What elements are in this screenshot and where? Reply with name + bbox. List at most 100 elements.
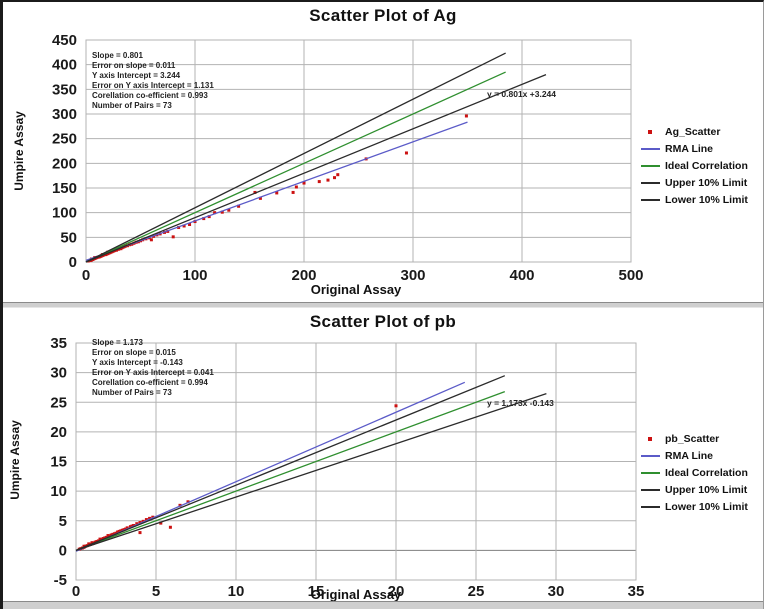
stats-line: Y axis Intercept = -0.143 [92, 358, 183, 367]
x-tick-label: 400 [509, 267, 534, 284]
legend-dot-marker [648, 129, 652, 134]
scatter-point [159, 521, 163, 525]
legend-line-marker [641, 454, 660, 457]
legend-line-marker [641, 181, 660, 184]
scatter-point [404, 151, 408, 155]
scatter-point [213, 211, 217, 215]
x-tick-label: 25 [468, 583, 485, 600]
stats-line: Y axis Intercept = 3.244 [92, 71, 181, 80]
x-tick-label: 5 [152, 583, 160, 600]
y-tick-label: 35 [50, 335, 67, 352]
y-tick-label: 450 [52, 32, 77, 49]
legend-entry: Ideal Correlation [641, 464, 763, 481]
legend-label: Ideal Correlation [665, 466, 748, 479]
legend-label: Ideal Correlation [665, 159, 748, 172]
scatter-point [182, 224, 186, 228]
x-tick-label: 20 [388, 583, 405, 600]
scatter-point [116, 530, 120, 534]
y-tick-label: 200 [52, 155, 77, 172]
y-tick-label: 5 [59, 513, 67, 530]
stats-line: Corellation co-efficient = 0.993 [92, 91, 208, 100]
y-axis-title-pb: Umpire Assay [8, 420, 22, 500]
scatter-point [119, 529, 123, 533]
x-axis-title-ag: Original Assay [310, 282, 402, 297]
stats-line: Error on slope = 0.015 [92, 348, 176, 357]
scatter-point [87, 542, 91, 546]
legend-label: Lower 10% Limit [665, 500, 748, 513]
y-tick-label: -5 [54, 572, 67, 589]
y-tick-label: 30 [50, 365, 67, 382]
y-tick-label: 300 [52, 106, 77, 123]
x-tick-label: 10 [228, 583, 245, 600]
scatter-point [317, 180, 321, 184]
plot-border [85, 39, 632, 263]
scatter-point [207, 215, 211, 219]
legend-dot-marker [648, 436, 652, 441]
scatter-point [253, 190, 257, 194]
legend-label: Upper 10% Limit [665, 483, 748, 496]
stats-line: Error on Y axis Intercept = 0.041 [92, 368, 214, 377]
legend-line-marker [641, 198, 660, 201]
series-line-ideal-correlation [85, 71, 506, 263]
legend-entry: Ideal Correlation [641, 157, 763, 174]
scatter-point [326, 178, 330, 182]
scatter-point [202, 217, 206, 221]
stats-box-pb: Slope = 1.173 Error on slope = 0.015 Y axi… [92, 338, 214, 398]
legend-entry: Lower 10% Limit [641, 191, 763, 208]
scatter-point [128, 525, 132, 529]
scatter-point [227, 208, 231, 212]
legend-label: RMA Line [665, 449, 714, 462]
scatter-point [336, 173, 340, 177]
scatter-point [130, 524, 134, 528]
y-tick-label: 100 [52, 205, 77, 222]
series-line-rma-line [85, 121, 468, 262]
series-line-upper-10-limit [75, 375, 506, 551]
stats-line: Slope = 0.801 [92, 51, 143, 60]
legend-label: Lower 10% Limit [665, 193, 748, 206]
legend-pb: pb_Scatter RMA Line Ideal Correlation Upper… [641, 430, 763, 515]
scatter-point [120, 528, 124, 532]
y-tick-label: 250 [52, 131, 77, 148]
legend-entry: Lower 10% Limit [641, 498, 763, 515]
scatter-point [168, 525, 172, 529]
legend-ag: Ag_Scatter RMA Line Ideal Correlation Upper… [641, 123, 763, 208]
scatter-point [333, 176, 337, 180]
scatter-point [122, 528, 126, 532]
scatter-point [275, 191, 279, 195]
stats-line: Error on slope = 0.011 [92, 61, 176, 70]
scatter-point [125, 526, 129, 530]
chart-panel-ag: 0 50 100 150 200 250 300 350 400 450 0 100 200 300 400… [3, 2, 763, 302]
scatter-point [302, 181, 306, 185]
scatter-point [464, 114, 468, 118]
scatter-point [237, 204, 241, 208]
legend-entry: RMA Line [641, 140, 763, 157]
y-tick-label: 25 [50, 394, 67, 411]
scatter-point [112, 532, 116, 536]
scatter-point [103, 536, 107, 540]
legend-line-marker [641, 164, 660, 167]
stats-line: Number of Pairs = 73 [92, 101, 172, 110]
scatter-point [188, 223, 192, 227]
legend-label: pb_Scatter [665, 432, 720, 445]
legend-entry: Ag_Scatter [641, 123, 763, 140]
x-tick-label: 200 [291, 267, 316, 284]
scatter-point [98, 537, 102, 541]
ag-plot-area: 0 50 100 150 200 250 300 350 400 450 0 100 200 300 400… [52, 32, 644, 284]
x-tick-label: 35 [628, 583, 645, 600]
legend-entry: Upper 10% Limit [641, 174, 763, 191]
x-tick-label: 300 [400, 267, 425, 284]
series-line-lower-10-limit [85, 74, 547, 263]
scatter-point [394, 404, 398, 408]
y-tick-label: 0 [59, 542, 67, 559]
stats-line: Error on Y axis Intercept = 1.131 [92, 81, 214, 90]
legend-label: Ag_Scatter [665, 125, 721, 138]
scatter-point [149, 238, 153, 242]
scatter-point [294, 185, 298, 189]
scatter-point [106, 534, 110, 538]
scatter-point [144, 518, 148, 522]
legend-label: Upper 10% Limit [665, 176, 748, 189]
series-line-upper-10-limit [85, 52, 506, 263]
series-line-lower-10-limit [75, 392, 547, 551]
y-tick-label: 20 [50, 424, 67, 441]
